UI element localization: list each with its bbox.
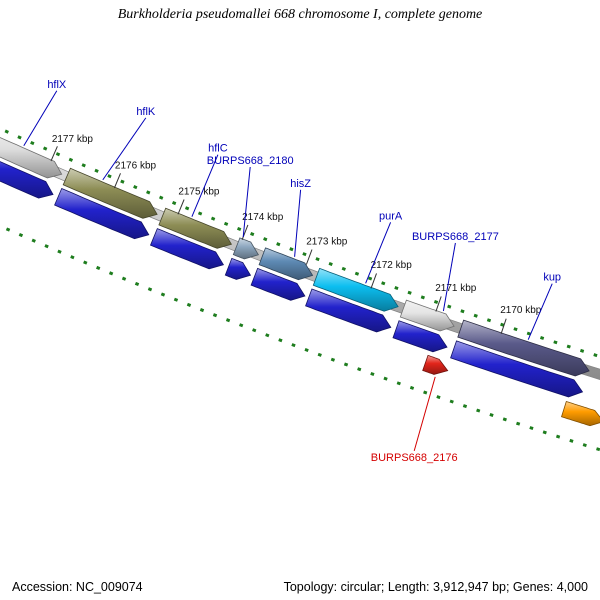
cds-arrow-kup: [450, 340, 584, 398]
cog-arrow-BURPS668_2180: [232, 237, 260, 260]
status-bar: Accession: NC_009074 Topology: circular;…: [0, 578, 600, 594]
feature-arrow-BURPS668_2176: [422, 354, 449, 375]
map-title: Burkholderia pseudomallei 668 chromosome…: [117, 7, 483, 22]
cog-arrow-kup: [457, 319, 590, 377]
cds-arrow-hflK: [54, 187, 150, 240]
green-dash-arc-inner: [0, 127, 600, 359]
label-leader-hisZ: [294, 189, 302, 257]
label-leader-hflC: [191, 154, 219, 217]
ruler-tick-2174: [241, 224, 249, 240]
cds-arrow-purA: [305, 288, 392, 333]
ruler-tick-label-2175: 2175 kbp: [178, 187, 220, 198]
label-leader-BURPS668_2180: [242, 166, 251, 238]
ruler-tick-2170: [500, 318, 507, 334]
cog-arrow-hflK: [62, 167, 158, 219]
ruler-tick-2177: [50, 146, 58, 162]
feature-label-BURPS668_2176: BURPS668_2176: [371, 452, 458, 464]
feature-label-hflC: hflC: [208, 143, 228, 155]
ruler-tick-label-2172: 2172 kbp: [371, 260, 413, 271]
feature-label-hisZ: hisZ: [290, 178, 311, 190]
feature-label-BURPS668_2177: BURPS668_2177: [412, 231, 499, 243]
label-leader-BURPS668_2177: [442, 242, 456, 312]
ruler-tick-label-2171: 2171 kbp: [435, 283, 477, 294]
feature-label-BURPS668_2180: BURPS668_2180: [207, 155, 294, 167]
green-dash-arc-outer: [0, 224, 600, 452]
cds-arrow-BURPS668_2177: [392, 320, 448, 353]
cds-arrow-hflX: [0, 161, 54, 199]
label-leader-BURPS668_2176: [413, 376, 436, 452]
ruler-tick-label-2173: 2173 kbp: [306, 236, 348, 247]
cog-arrow-purA: [312, 267, 399, 312]
ruler-tick-2171: [435, 296, 442, 312]
label-leader-kup: [527, 283, 553, 340]
cog-arrow-hflX: [0, 137, 63, 179]
genome-stats-text: Topology: circular; Length: 3,912,947 bp…: [283, 580, 588, 594]
ruler-tick-2175: [177, 199, 185, 215]
feature-label-purA: purA: [379, 210, 403, 222]
ruler-tick-2172: [370, 273, 377, 289]
accession-text: Accession: NC_009074: [12, 580, 143, 594]
cog-arrow-BURPS668_2177: [399, 299, 455, 332]
ruler-tick-2173: [305, 249, 313, 265]
feature-arrow-feature-1: [561, 401, 600, 427]
ruler-tick-2176: [113, 173, 121, 189]
label-leader-hflK: [102, 117, 147, 181]
feature-label-hflK: hflK: [136, 106, 156, 118]
cog-arrow-hisZ: [258, 247, 314, 281]
cds-arrow-hflC: [149, 228, 225, 270]
ruler-tick-label-2170: 2170 kbp: [500, 305, 542, 316]
cog-arrow-hflC: [158, 207, 233, 249]
ruler-tick-label-2177: 2177 kbp: [52, 134, 94, 145]
ruler-tick-label-2174: 2174 kbp: [242, 212, 284, 223]
feature-label-kup: kup: [543, 272, 561, 284]
label-leader-purA: [365, 222, 392, 284]
feature-label-hflX: hflX: [47, 79, 67, 91]
ruler-tick-label-2176: 2176 kbp: [115, 161, 157, 172]
cds-arrow-hisZ: [250, 267, 306, 301]
label-leader-hflX: [23, 90, 58, 147]
cds-arrow-BURPS668_2180: [224, 257, 252, 280]
